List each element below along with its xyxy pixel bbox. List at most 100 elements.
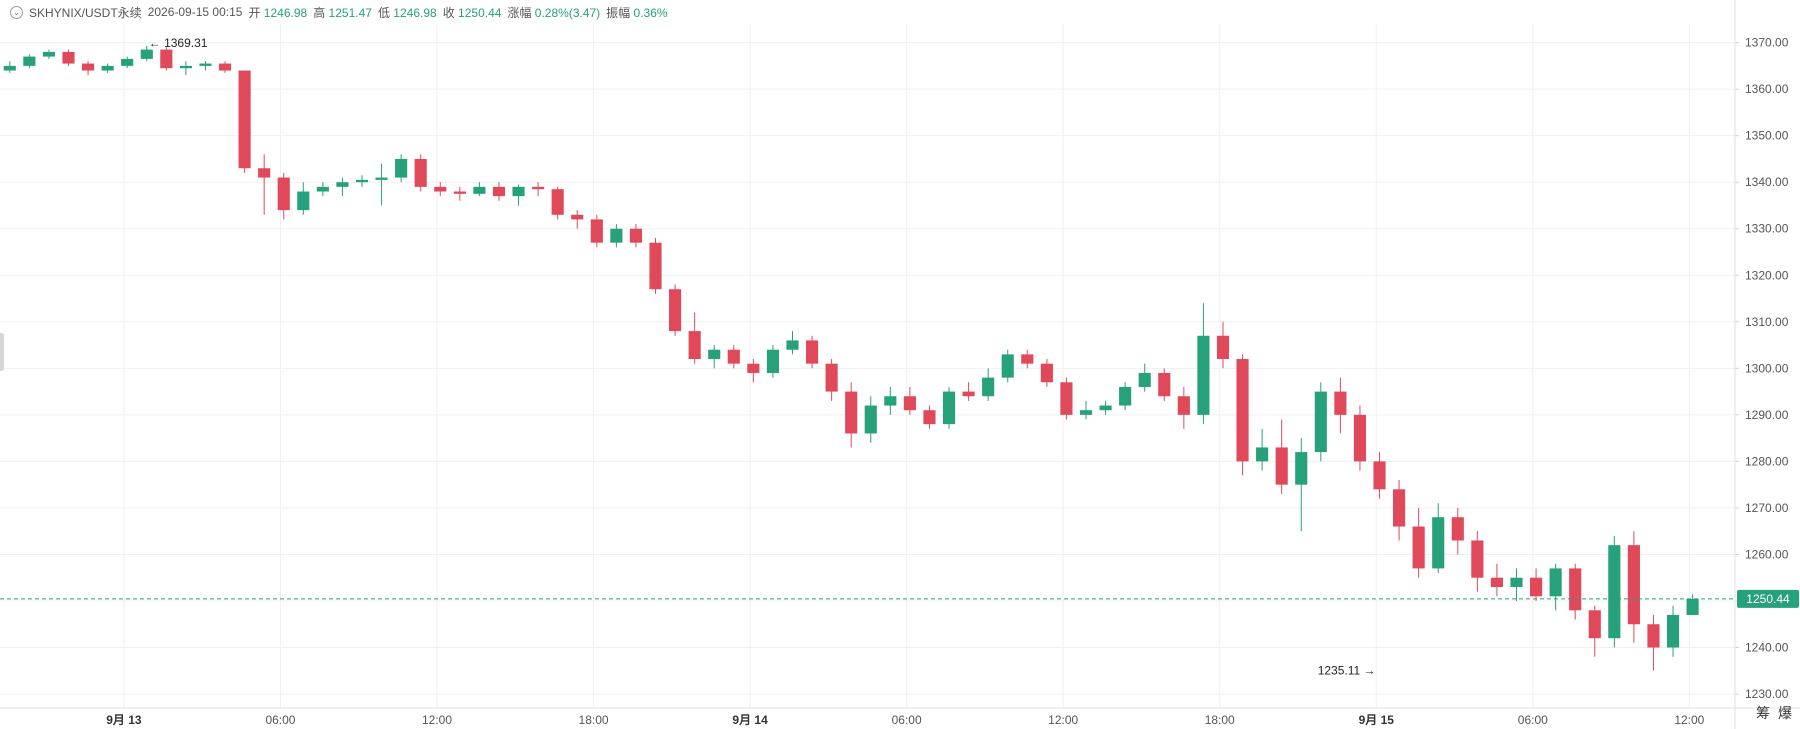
candle-body bbox=[238, 70, 251, 169]
candle-body bbox=[414, 158, 427, 187]
candle-body bbox=[179, 65, 192, 69]
y-tick-label: 1310.00 bbox=[1745, 315, 1789, 329]
candle-body bbox=[199, 63, 212, 66]
candle-body bbox=[473, 186, 486, 194]
candle-body bbox=[1686, 598, 1699, 616]
candle-body bbox=[1608, 545, 1621, 639]
last-price-tag bbox=[1737, 589, 1799, 608]
candle-body bbox=[62, 51, 75, 64]
candle-body bbox=[1236, 359, 1249, 462]
candle-body bbox=[1158, 372, 1171, 397]
close-label: 收 bbox=[442, 5, 455, 20]
candle-body bbox=[1138, 372, 1151, 387]
low-value: 1246.98 bbox=[393, 5, 437, 20]
candle-body bbox=[1627, 545, 1640, 625]
chips-button[interactable]: 筹 bbox=[1756, 705, 1770, 721]
candle-body bbox=[258, 168, 271, 178]
candle-body bbox=[1040, 363, 1053, 383]
candle-body bbox=[492, 186, 506, 197]
candle-body bbox=[727, 349, 740, 364]
candle-body bbox=[864, 405, 877, 434]
change-label: 涨幅 bbox=[507, 5, 532, 20]
panel-resize-handle[interactable] bbox=[0, 333, 4, 371]
candle-body bbox=[434, 186, 447, 192]
candle-body bbox=[610, 228, 623, 243]
candle-body bbox=[3, 65, 16, 71]
candle-body bbox=[1275, 447, 1288, 485]
candle-body bbox=[140, 49, 153, 59]
candle-body bbox=[395, 158, 408, 178]
high-value: 1251.47 bbox=[328, 5, 372, 20]
candle-body bbox=[1393, 489, 1406, 527]
y-tick-label: 1320.00 bbox=[1745, 268, 1789, 282]
candle-body bbox=[121, 58, 134, 66]
amplitude-value: 0.36% bbox=[633, 5, 668, 20]
change-value: 0.28%(3.47) bbox=[534, 5, 601, 20]
candle-body bbox=[1569, 568, 1582, 611]
candle-body bbox=[81, 63, 95, 71]
candle-datetime: 2026-09-15 00:15 bbox=[147, 5, 243, 19]
candle-body bbox=[1119, 386, 1132, 406]
candle-body bbox=[532, 186, 545, 190]
x-tick-label: 12:00 bbox=[422, 713, 452, 727]
y-tick-label: 1260.00 bbox=[1745, 547, 1789, 561]
candle-body bbox=[1177, 396, 1190, 415]
open-value: 1246.98 bbox=[263, 5, 308, 20]
open-label: 开 bbox=[248, 5, 261, 20]
candle-body bbox=[297, 191, 310, 211]
liquidation-button[interactable]: 爆 bbox=[1778, 705, 1792, 721]
candle-body bbox=[1197, 335, 1210, 415]
candle-body bbox=[1432, 517, 1445, 569]
candle-body bbox=[1353, 414, 1367, 462]
candle-body bbox=[845, 391, 858, 434]
candle-body bbox=[923, 410, 936, 425]
candle-body bbox=[1256, 447, 1269, 462]
y-tick-label: 1230.00 bbox=[1745, 687, 1789, 701]
candle-body bbox=[1471, 540, 1484, 578]
candle-body bbox=[708, 349, 721, 360]
close-value: 1250.44 bbox=[458, 5, 502, 20]
x-tick-label: 18:00 bbox=[1205, 713, 1235, 727]
candle-body bbox=[218, 63, 232, 71]
candle-body bbox=[355, 179, 369, 183]
candle-body bbox=[101, 65, 114, 71]
x-tick-label: 06:00 bbox=[892, 713, 922, 727]
candle-body bbox=[512, 186, 525, 197]
symbol-name[interactable]: SKHYNIX/USDT永续 bbox=[29, 5, 142, 20]
candle-body bbox=[336, 182, 349, 187]
y-tick-label: 1270.00 bbox=[1745, 501, 1789, 515]
candle-body bbox=[571, 214, 584, 220]
corner-buttons: 筹 爆 bbox=[1756, 703, 1792, 723]
candle-body bbox=[551, 189, 564, 215]
candle-body bbox=[962, 391, 975, 397]
candle-body bbox=[629, 228, 643, 243]
candle-body bbox=[884, 396, 897, 406]
amplitude-label: 振幅 bbox=[606, 5, 631, 20]
candle-body bbox=[786, 340, 799, 350]
candle-body bbox=[1549, 568, 1562, 597]
candle-body bbox=[1588, 610, 1601, 639]
candle-body bbox=[1666, 614, 1680, 648]
y-tick-label: 1300.00 bbox=[1745, 361, 1789, 375]
candle-body bbox=[316, 186, 329, 192]
candle-body bbox=[1079, 410, 1093, 415]
x-tick-label: 12:00 bbox=[1674, 713, 1704, 727]
candle-body bbox=[1647, 624, 1660, 648]
x-tick-label: 06:00 bbox=[265, 713, 295, 727]
candle-body bbox=[23, 56, 36, 66]
candle-body bbox=[1216, 335, 1230, 360]
candle-body bbox=[1510, 577, 1523, 588]
y-tick-label: 1350.00 bbox=[1745, 129, 1789, 143]
candle-body bbox=[982, 377, 995, 397]
candle-body bbox=[1295, 452, 1308, 485]
candle-body bbox=[1060, 382, 1073, 415]
y-tick-label: 1280.00 bbox=[1745, 454, 1789, 468]
candle-body bbox=[747, 363, 760, 373]
x-tick-label: 9月 15 bbox=[1359, 713, 1395, 727]
candle-body bbox=[805, 340, 819, 364]
candle-body bbox=[766, 349, 779, 373]
chevron-down-icon[interactable]: ⌄ bbox=[10, 5, 23, 19]
candle-body bbox=[1314, 391, 1327, 453]
candle-body bbox=[453, 191, 466, 194]
